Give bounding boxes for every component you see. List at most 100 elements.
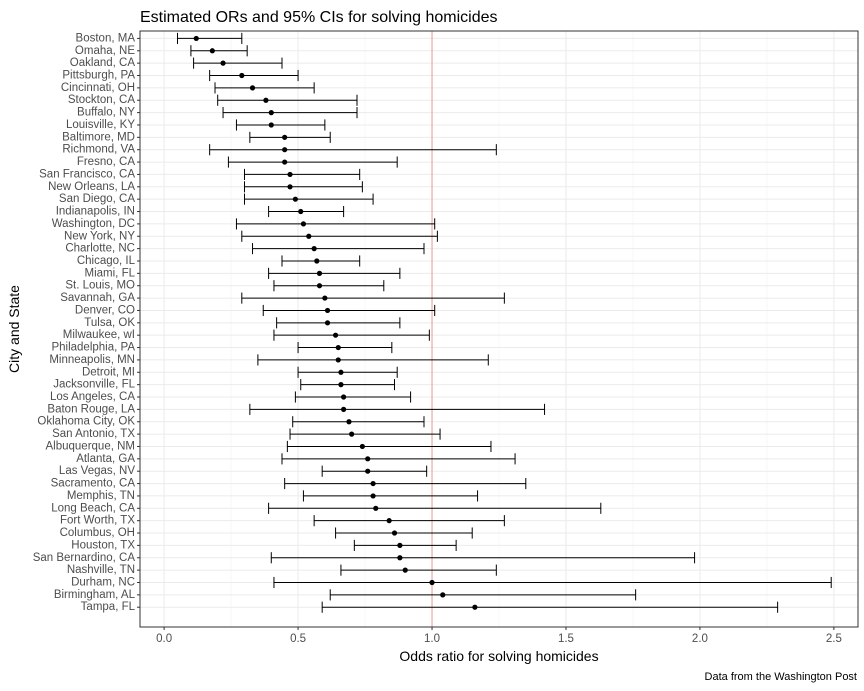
estimate-point [306,233,312,239]
estimate-point [311,246,317,252]
y-tick-label: Sacramento, CA [51,478,136,490]
y-tick-label: Savannah, GA [60,292,135,304]
error-bar [193,57,283,69]
estimate-point [373,505,379,511]
estimate-point [298,208,304,215]
error-bar [252,243,425,255]
y-tick-label: Memphis, TN [67,490,135,502]
y-tick-label: Chicago, IL [77,255,136,267]
y-tick-label: Miami, FL [85,267,136,279]
estimate-point [263,97,269,103]
error-bars [177,32,832,613]
x-axis: 0.0 0.5 1.0 1.5 2.0 2.5 [156,627,842,645]
estimate-point [300,221,307,227]
error-bar [273,329,430,341]
y-tick-label: Louisville, KY [66,119,135,131]
estimate-point [282,147,288,153]
y-tick-label: Washington, DC [52,218,135,230]
estimate-point [397,542,403,548]
estimate-point [365,468,371,474]
error-bar [217,94,358,106]
error-bar [313,515,505,527]
y-tick-label: Tampa, FL [81,601,136,613]
error-bar [329,589,637,601]
error-bar [262,304,436,317]
estimate-point [324,307,331,314]
error-bar [209,69,299,82]
error-bar [302,490,479,502]
error-bar [249,131,331,143]
y-tick-label: Columbus, OH [60,527,135,539]
error-bar [268,502,602,514]
x-tick-label: 1.5 [558,633,574,645]
estimate-point [314,258,320,264]
estimate-point [268,110,274,116]
y-tick-label: Los Angeles, CA [50,391,135,403]
estimate-point [365,456,371,462]
error-bar [281,453,516,465]
x-tick-label: 1.0 [424,633,440,645]
estimate-point [316,270,323,276]
estimate-point [287,184,293,190]
x-axis-title: Odds ratio for solving homicides [399,648,598,664]
error-bar [177,32,243,44]
estimate-point [391,530,398,536]
y-tick-label: Baltimore, MD [62,131,135,143]
y-tick-label: Detroit, MI [82,366,135,378]
y-tick-label: Oklahoma City, OK [37,416,135,428]
error-bar [235,218,436,230]
grid [140,31,858,627]
error-bar [214,82,315,94]
error-bar [289,428,441,440]
estimate-point [341,406,347,412]
y-axis-title: City and State [6,285,22,373]
estimate-point [359,443,365,450]
error-bar [268,205,345,218]
estimate-point [370,480,376,487]
estimate-point [335,344,341,351]
estimate-point [397,555,403,561]
y-tick-label: Nashville, TN [67,564,135,576]
estimate-point [292,196,298,202]
y-tick-label: Albuquerque, NM [46,440,136,452]
error-bar [227,156,398,168]
error-bar [321,465,428,477]
y-tick-label: New York, NY [64,230,135,242]
error-bar [241,230,438,242]
y-tick-label: Las Vegas, NV [59,465,135,477]
estimate-points [193,35,478,610]
estimate-point [316,283,323,289]
y-tick-label: Omaha, NE [75,45,135,57]
panel-border [139,30,859,628]
y-tick-label: Fresno, CA [77,156,135,168]
y-tick-label: Boston, MA [76,32,136,44]
error-bar [284,478,527,490]
y-tick-label: Baton Rouge, LA [47,403,135,415]
error-bar [281,255,361,267]
y-tick-label: Pittsburgh, PA [62,70,135,82]
y-tick-label: Oakland, CA [70,57,136,69]
estimate-point [220,60,226,66]
y-tick-label: Tulsa, OK [84,317,135,329]
y-tick-label: Fort Worth, TX [60,515,135,527]
error-bar [273,280,385,292]
error-bar [241,292,505,304]
y-tick-label: Houston, TX [71,539,135,551]
y-tick-label: Buffalo, NY [77,107,135,119]
error-bar [235,119,326,131]
y-tick-label: San Bernardino, CA [33,552,136,564]
estimate-point [209,48,215,54]
y-tick-label: Durham, NC [71,576,135,588]
x-tick-label: 2.5 [826,633,842,645]
y-tick-label: Minneapolis, MN [49,354,135,366]
estimate-point [324,320,331,326]
y-tick-label: Richmond, VA [62,144,135,156]
error-bar [292,416,425,428]
estimate-point [268,122,274,128]
y-tick-label: San Francisco, CA [39,168,135,180]
error-bar [300,379,396,391]
x-tick-label: 0.5 [290,633,306,645]
estimate-point [472,604,478,610]
